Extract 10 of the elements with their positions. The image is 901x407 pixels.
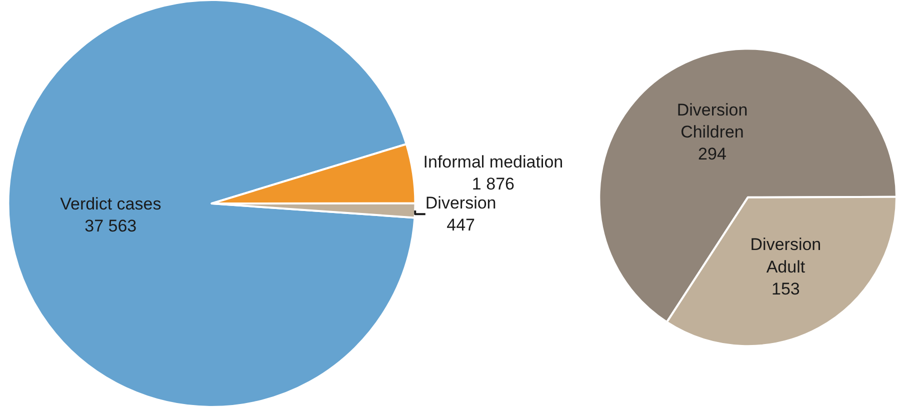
data-label: 37 563 <box>84 216 137 236</box>
slice-label: Diversion Children <box>676 100 748 142</box>
slice-label: Diversion Adult <box>750 235 822 276</box>
slice-label: Diversion <box>425 194 496 213</box>
slice-label: Verdict cases <box>60 194 162 214</box>
slice-label: Informal mediation <box>423 152 564 172</box>
data-label: 447 <box>446 216 476 235</box>
data-label: 1 876 <box>472 174 514 194</box>
data-label: 153 <box>772 279 800 298</box>
data-label: 294 <box>698 144 726 164</box>
